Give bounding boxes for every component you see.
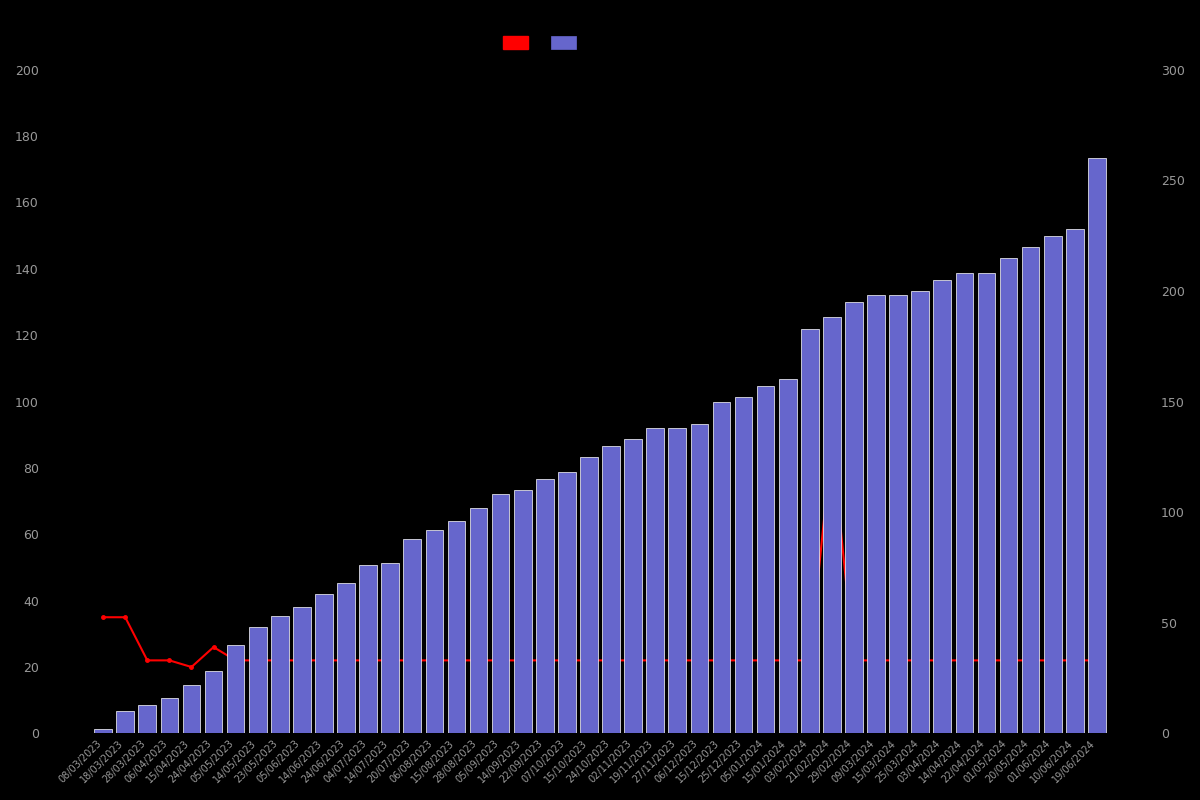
Bar: [889, 295, 907, 734]
Bar: [580, 457, 598, 734]
Bar: [1000, 258, 1018, 734]
Bar: [514, 490, 532, 734]
Bar: [382, 563, 400, 734]
Bar: [426, 530, 443, 734]
Bar: [293, 607, 311, 734]
Bar: [1066, 229, 1084, 734]
Legend: , : ,: [503, 36, 586, 50]
Bar: [95, 729, 112, 734]
Bar: [248, 627, 266, 734]
Bar: [779, 379, 797, 734]
Bar: [978, 274, 995, 734]
Bar: [868, 295, 884, 734]
Bar: [227, 645, 245, 734]
Bar: [182, 685, 200, 734]
Bar: [205, 671, 222, 734]
Bar: [161, 698, 179, 734]
Bar: [469, 508, 487, 734]
Bar: [800, 329, 818, 734]
Bar: [602, 446, 620, 734]
Bar: [624, 439, 642, 734]
Bar: [757, 386, 774, 734]
Bar: [647, 428, 664, 734]
Bar: [911, 291, 929, 734]
Bar: [823, 318, 841, 734]
Bar: [316, 594, 332, 734]
Bar: [337, 583, 355, 734]
Bar: [1088, 158, 1105, 734]
Bar: [448, 521, 466, 734]
Bar: [845, 302, 863, 734]
Bar: [359, 566, 377, 734]
Bar: [690, 424, 708, 734]
Bar: [492, 494, 510, 734]
Bar: [734, 397, 752, 734]
Bar: [271, 616, 289, 734]
Bar: [403, 538, 421, 734]
Bar: [138, 705, 156, 734]
Bar: [536, 479, 553, 734]
Bar: [558, 472, 576, 734]
Bar: [1044, 236, 1062, 734]
Bar: [116, 711, 134, 734]
Bar: [934, 280, 952, 734]
Bar: [713, 402, 731, 734]
Bar: [1021, 246, 1039, 734]
Bar: [955, 274, 973, 734]
Bar: [668, 428, 686, 734]
